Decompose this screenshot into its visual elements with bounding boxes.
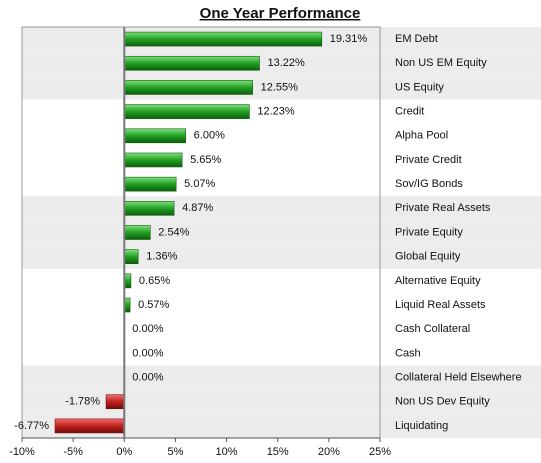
value-label: 6.00% bbox=[194, 130, 225, 142]
bar bbox=[54, 418, 125, 434]
bar bbox=[105, 394, 125, 410]
x-tick-label: -10% bbox=[9, 446, 35, 458]
value-label: 5.65% bbox=[190, 154, 221, 166]
bar bbox=[123, 201, 175, 216]
value-label: 12.23% bbox=[257, 106, 295, 118]
category-label: Private Equity bbox=[395, 226, 463, 238]
category-label: Private Credit bbox=[395, 154, 462, 166]
row-band bbox=[22, 196, 541, 221]
category-label: Liquid Real Assets bbox=[395, 299, 486, 311]
row-band bbox=[22, 365, 541, 390]
category-label: EM Debt bbox=[395, 33, 438, 45]
x-tick-label: -5% bbox=[63, 446, 83, 458]
bar bbox=[123, 55, 260, 71]
row-band bbox=[22, 51, 541, 76]
x-tick-label: 10% bbox=[216, 446, 238, 458]
category-label: Global Equity bbox=[395, 251, 461, 263]
category-label: Non US Dev Equity bbox=[395, 396, 490, 408]
value-label: 1.36% bbox=[146, 251, 177, 263]
value-label: 19.31% bbox=[330, 33, 368, 45]
value-label: 0.00% bbox=[132, 371, 163, 383]
bar bbox=[123, 80, 253, 95]
bar bbox=[123, 152, 183, 168]
row-band bbox=[22, 75, 541, 100]
bar bbox=[123, 128, 186, 144]
category-label: Cash Collateral bbox=[395, 323, 470, 335]
x-tick-label: 15% bbox=[267, 446, 289, 458]
category-label: Sov/IG Bonds bbox=[395, 178, 463, 190]
category-label: US Equity bbox=[395, 81, 444, 93]
category-label: Non US EM Equity bbox=[395, 57, 487, 69]
bar bbox=[123, 225, 151, 240]
category-label: Alternative Equity bbox=[395, 275, 481, 287]
value-label: 12.55% bbox=[261, 81, 299, 93]
value-label: 13.22% bbox=[268, 57, 306, 69]
x-tick-label: 25% bbox=[369, 446, 391, 458]
chart-title: One Year Performance bbox=[200, 5, 361, 22]
category-label: Collateral Held Elsewhere bbox=[395, 371, 522, 383]
value-label: 0.00% bbox=[132, 347, 163, 359]
x-tick-label: 0% bbox=[116, 446, 132, 458]
value-label: 0.57% bbox=[138, 299, 169, 311]
value-label: -1.78% bbox=[65, 396, 100, 408]
bar bbox=[123, 104, 250, 119]
category-label: Private Real Assets bbox=[395, 202, 491, 214]
bar bbox=[123, 31, 323, 47]
x-tick-label: 5% bbox=[167, 446, 183, 458]
value-label: 2.54% bbox=[158, 226, 189, 238]
category-label: Liquidating bbox=[395, 420, 448, 432]
value-label: -6.77% bbox=[14, 420, 49, 432]
row-band bbox=[22, 220, 541, 245]
value-label: 0.65% bbox=[139, 275, 170, 287]
value-label: 0.00% bbox=[132, 323, 163, 335]
value-label: 5.07% bbox=[184, 178, 215, 190]
bar bbox=[123, 249, 139, 264]
row-band bbox=[22, 244, 541, 269]
value-label: 4.87% bbox=[182, 202, 213, 214]
category-label: Credit bbox=[395, 106, 424, 118]
category-label: Cash bbox=[395, 347, 421, 359]
x-tick-label: 20% bbox=[318, 446, 340, 458]
bar bbox=[123, 176, 177, 192]
category-label: Alpha Pool bbox=[395, 130, 448, 142]
